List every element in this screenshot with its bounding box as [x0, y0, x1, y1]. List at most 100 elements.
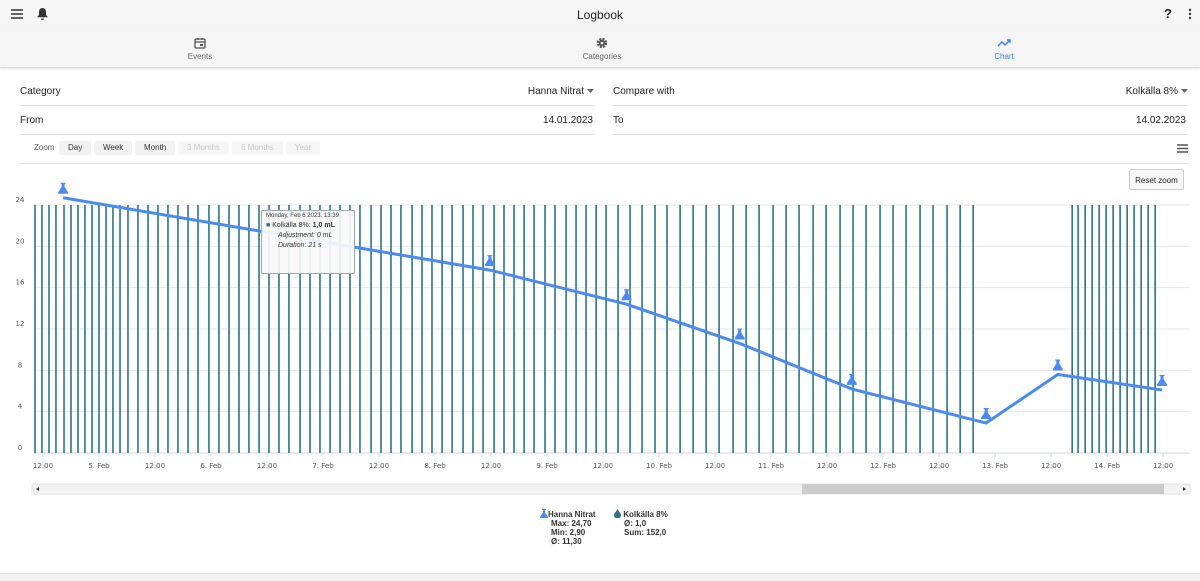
tab-icon: [997, 39, 1011, 47]
data-point: [1156, 374, 1167, 386]
legend-stat: Min: 2,90: [551, 528, 586, 537]
data-point: [981, 408, 992, 420]
tab[interactable]: Categories: [542, 30, 662, 67]
chart: 0 4 8 12 16 20 24 12:00 5. Feb 12:00 6. Feb 12:00 7.…: [16, 182, 1191, 495]
legend-stat: Max: 24,70: [551, 519, 592, 528]
data-point: [1052, 359, 1063, 371]
tooltip-date: Monday, Feb 6 2023, 13:39: [266, 213, 339, 219]
x-tick-label: 10. Feb: [646, 462, 672, 470]
data-point: [734, 328, 745, 340]
x-tick-label: 13. Feb: [982, 462, 1008, 470]
x-tick-label: 12. Feb: [870, 462, 896, 470]
zoom-button[interactable]: Day: [59, 141, 92, 155]
legend-stat: Ø: 11,30: [551, 537, 582, 546]
data-point: [484, 255, 495, 267]
legend-item[interactable]: Kolkälla 8% Ø: 1,0 Sum: 152,0: [614, 509, 668, 537]
field-label: Compare with: [613, 86, 675, 97]
tab[interactable]: Events: [140, 30, 260, 67]
x-tick-label: 11. Feb: [758, 462, 784, 470]
y-tick-label: 16: [16, 279, 25, 287]
app-title: Logbook: [576, 8, 624, 22]
x-tick-label: 12:00: [145, 462, 165, 470]
line: [62, 196, 1163, 425]
help-button[interactable]: ?: [1164, 6, 1172, 21]
x-tick-label: 12:00: [369, 462, 389, 470]
x-tick-label: 12:00: [929, 462, 949, 470]
zoom-label: Zoom: [34, 143, 55, 152]
x-tick-label: 12:00: [257, 462, 277, 470]
scrollbar-track: [31, 483, 1191, 495]
zoom-button[interactable]: Week: [94, 141, 133, 155]
zoom-button: Year: [286, 141, 321, 155]
menu-button[interactable]: [11, 9, 23, 19]
footer-bar: [0, 573, 1200, 581]
legend-name: Kolkälla 8%: [623, 510, 668, 519]
divider: [20, 105, 594, 106]
divider: [613, 134, 1187, 135]
more-button[interactable]: [1188, 8, 1192, 21]
field-label: Category: [20, 86, 61, 97]
legend-icon: [614, 509, 621, 519]
tab-icon: [194, 38, 206, 49]
x-tick-label: 12:00: [33, 462, 53, 470]
dropdown-arrow: [587, 89, 594, 93]
compare-select[interactable]: Kolkälla 8%: [1125, 86, 1178, 97]
y-tick-label: 20: [16, 237, 25, 245]
x-tick-label: 8. Feb: [424, 462, 446, 470]
tab-label: Events: [187, 52, 213, 61]
tab-label: Chart: [994, 52, 1014, 61]
zoom-button: 6 Months: [232, 141, 283, 155]
dropdown-arrow: [1181, 89, 1188, 93]
tooltip-duration: Duration: 21 s: [278, 242, 322, 249]
divider: [613, 105, 1187, 106]
zoom-button[interactable]: Month: [135, 141, 176, 155]
chart-menu-button[interactable]: [1177, 144, 1188, 153]
x-tick-label: 9. Feb: [536, 462, 558, 470]
zoom-button: 3 Months: [178, 141, 229, 155]
x-tick-label: 12:00: [1041, 462, 1061, 470]
legend-stat: Sum: 152,0: [624, 528, 667, 537]
x-tick-label: 6. Feb: [200, 462, 222, 470]
legend-icon: [540, 509, 548, 518]
legend-stat: Ø: 1,0: [624, 519, 647, 528]
x-tick-label: 14. Feb: [1094, 462, 1120, 470]
tab[interactable]: Chart: [944, 30, 1064, 67]
x-tick-label: 12:00: [817, 462, 837, 470]
legend-item[interactable]: Hanna Nitrat Max: 24,70 Min: 2,90 Ø: 11,…: [540, 509, 596, 546]
data-point: [846, 373, 857, 385]
x-tick-label: 5. Feb: [88, 462, 110, 470]
x-tick-label: 7. Feb: [312, 462, 334, 470]
divider: [20, 134, 594, 135]
category-select[interactable]: Hanna Nitrat: [527, 86, 584, 97]
scrollbar-thumb: [802, 484, 1164, 494]
divider: [20, 163, 1188, 164]
app-bar: Logbook ?: [0, 0, 1200, 30]
tab-icon: [596, 37, 608, 49]
tooltip-series: Kolkälla 8%:: [272, 222, 311, 229]
tab-label: Categories: [582, 52, 622, 61]
from-date[interactable]: 14.01.2023: [542, 115, 593, 126]
data-point: [621, 289, 632, 301]
x-tick-label: 12:00: [481, 462, 501, 470]
x-tick-label: 12:00: [1153, 462, 1173, 470]
tooltip-point: ■ Kolkälla 8%: 1,0 mL: [266, 222, 335, 229]
y-tick-label: 24: [16, 196, 25, 204]
y-tick-label: 12: [16, 320, 25, 328]
x-tick-label: 12:00: [705, 462, 725, 470]
y-tick-label: 4: [18, 403, 23, 411]
y-tick-label: 8: [18, 361, 22, 369]
field-label: From: [20, 115, 44, 126]
data-point: [58, 182, 69, 194]
scroll-right: [1183, 487, 1186, 491]
field-label: To: [613, 115, 624, 126]
y-tick-label: 0: [18, 444, 22, 452]
scroll-left: [36, 487, 39, 491]
tooltip-adjustment: Adjustment: 0 mL: [278, 232, 333, 239]
tooltip: Monday, Feb 6 2023, 13:39 ■ Kolkälla 8%:…: [261, 210, 355, 274]
x-tick-label: 12:00: [593, 462, 613, 470]
reset-zoom-button[interactable]: Reset zoom: [1129, 169, 1184, 190]
legend-name: Hanna Nitrat: [548, 510, 596, 519]
to-date[interactable]: 14.02.2023: [1135, 115, 1186, 126]
notifications-button[interactable]: [37, 7, 48, 20]
